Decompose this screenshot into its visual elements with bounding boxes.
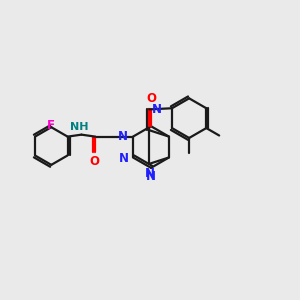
Text: N: N [152,103,162,116]
Text: N: N [145,167,155,180]
Text: O: O [146,92,156,105]
Text: N: N [119,152,129,165]
Text: N: N [146,170,156,183]
Text: O: O [89,155,99,168]
Text: N: N [118,130,128,143]
Text: F: F [47,119,55,132]
Text: NH: NH [70,122,89,132]
